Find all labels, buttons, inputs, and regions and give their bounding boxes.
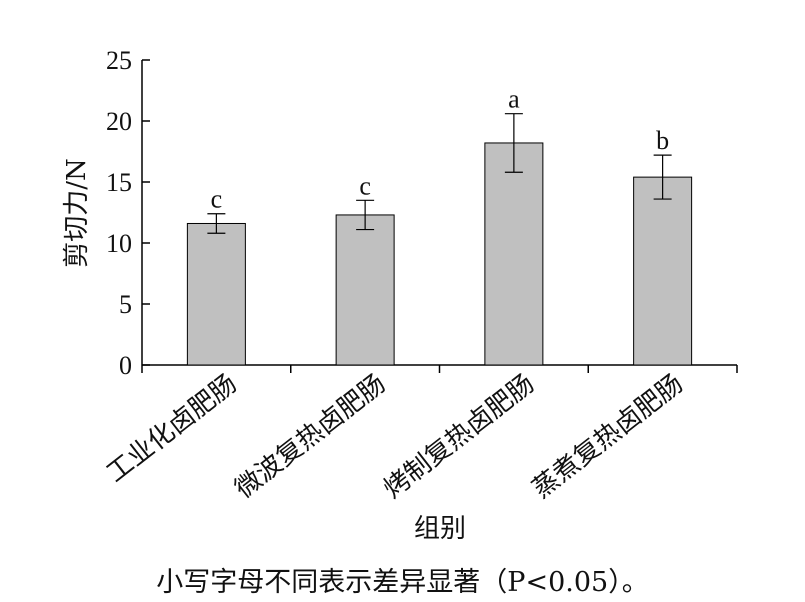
significance-label: c bbox=[211, 185, 223, 214]
x-axis-title: 组别 bbox=[414, 514, 466, 544]
x-tick-label: 微波复热卤肥肠 bbox=[230, 369, 392, 505]
x-tick-label: 烤制复热卤肥肠 bbox=[378, 369, 540, 505]
bars bbox=[186, 113, 693, 366]
significance-label: b bbox=[656, 126, 669, 155]
y-tick-label: 0 bbox=[119, 351, 132, 380]
y-tick-label: 10 bbox=[106, 229, 132, 258]
y-tick-label: 15 bbox=[106, 168, 132, 197]
significance-label: c bbox=[359, 171, 371, 200]
x-tick-label: 蒸煮复热卤肥肠 bbox=[527, 369, 689, 505]
x-tick-label: 工业化卤肥肠 bbox=[101, 369, 242, 489]
y-tick-label: 5 bbox=[119, 290, 132, 319]
bar bbox=[335, 214, 395, 366]
significance-note: 小写字母不同表示差异显著（P<0.05）。 bbox=[156, 567, 649, 598]
y-axis-title: 剪切力/N bbox=[62, 158, 92, 268]
y-tick-label: 25 bbox=[106, 46, 132, 75]
bar bbox=[484, 142, 544, 366]
bar bbox=[633, 176, 693, 366]
bar-chart: 0 5 10 15 20 25 c 工业化卤肥肠 c 微波复热卤肥肠 a 烤制复热卤肥肠 b 蒸煮复热卤肥… bbox=[62, 46, 738, 544]
bar bbox=[186, 222, 246, 366]
significance-label: a bbox=[508, 85, 520, 114]
y-tick-label: 20 bbox=[106, 107, 132, 136]
